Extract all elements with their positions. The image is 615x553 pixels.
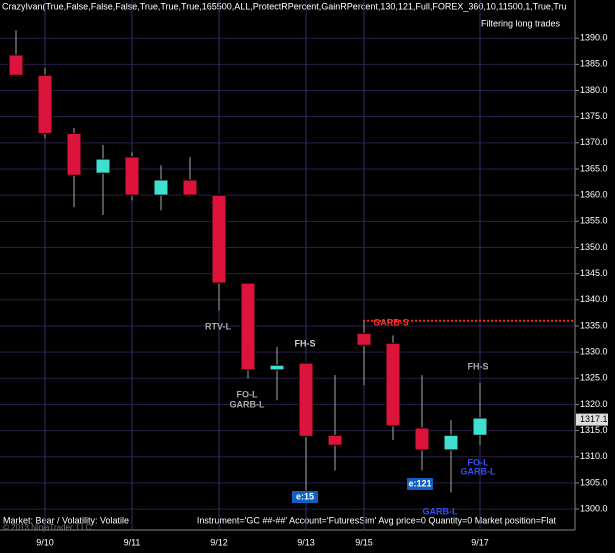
annotation: FH-S: [468, 361, 489, 371]
x-tick-label: 9/12: [210, 537, 228, 547]
y-tick-label: 1305.0: [580, 477, 608, 487]
position-info: Instrument='GC ##-##' Account='FuturesSi…: [197, 515, 557, 525]
y-tick-label: 1360.0: [580, 190, 608, 200]
candle-body: [443, 434, 459, 451]
candle-body: [37, 74, 53, 134]
candle-body: [472, 417, 488, 436]
annotation: FH-S: [295, 338, 316, 348]
y-tick-label: 1340.0: [580, 294, 608, 304]
candle-body: [240, 282, 256, 371]
candle-body: [356, 332, 372, 346]
y-tick-label: 1375.0: [580, 111, 608, 121]
entry-box: [407, 478, 433, 490]
x-tick-label: 9/15: [355, 537, 373, 547]
candle-body: [385, 342, 401, 427]
annotation: e:121: [408, 478, 431, 488]
y-tick-label: 1335.0: [580, 320, 608, 330]
annotation: FO-L: [237, 389, 258, 399]
candle-body: [211, 194, 227, 284]
candle-body: [182, 179, 198, 196]
candle-body: [414, 427, 430, 451]
x-tick-label: 9/17: [471, 537, 489, 547]
y-tick-label: 1350.0: [580, 242, 608, 252]
candle-body: [66, 132, 82, 176]
last-price-label: 1317.1: [580, 414, 608, 424]
entry-box: [292, 491, 318, 503]
annotation: GARB-L: [230, 399, 265, 409]
y-tick-label: 1345.0: [580, 268, 608, 278]
annotation: e:15: [296, 491, 314, 501]
last-price-box: [576, 413, 608, 426]
annotation: RTV-L: [205, 321, 232, 331]
y-tick-label: 1355.0: [580, 216, 608, 226]
market-state: Market: Bear / Volatility: Volatile: [3, 515, 129, 525]
candle-body: [124, 156, 140, 196]
candle-body: [153, 179, 169, 196]
y-tick-label: 1325.0: [580, 373, 608, 383]
annotation: GARB-L: [423, 506, 458, 516]
y-tick-label: 1320.0: [580, 399, 608, 409]
y-tick-label: 1390.0: [580, 33, 608, 43]
annotation: GARB-L: [461, 466, 496, 476]
y-tick-label: 1330.0: [580, 346, 608, 356]
copyright: © 2013 NinjaTrader, LLC: [3, 523, 92, 532]
candle-body: [269, 364, 285, 371]
annotation: GARB-S: [373, 317, 409, 327]
y-tick-label: 1315.0: [580, 425, 608, 435]
x-tick-label: 9/10: [36, 537, 54, 547]
strategy-title: CrazyIvan(True,False,False,False,True,Tr…: [2, 1, 567, 11]
x-tick-label: 9/13: [297, 537, 315, 547]
y-tick-label: 1300.0: [580, 503, 608, 513]
y-tick-label: 1370.0: [580, 137, 608, 147]
y-tick-label: 1310.0: [580, 451, 608, 461]
candle-body: [95, 158, 111, 174]
x-tick-label: 9/11: [124, 537, 141, 547]
subtitle: Filtering long trades: [481, 18, 561, 28]
candle-body: [298, 362, 314, 437]
y-tick-label: 1365.0: [580, 163, 608, 173]
candle-body: [8, 54, 24, 76]
y-tick-label: 1380.0: [580, 85, 608, 95]
annotation: FO-L: [468, 457, 489, 467]
candle-body: [327, 434, 343, 446]
y-tick-label: 1385.0: [580, 59, 608, 69]
